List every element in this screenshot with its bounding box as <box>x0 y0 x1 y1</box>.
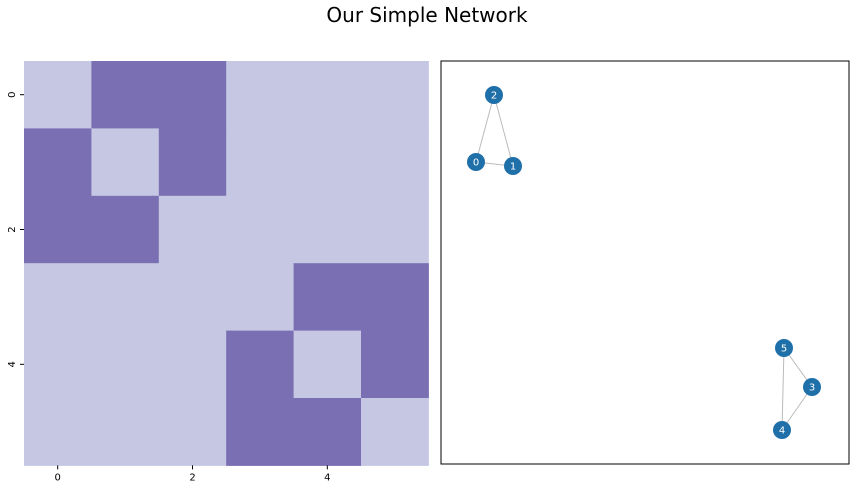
network-node-label-5: 5 <box>781 344 787 355</box>
heatmap-cell-3-4 <box>293 263 362 332</box>
heatmap-cell-4-4 <box>293 330 362 399</box>
heatmap-cell-2-1 <box>91 195 160 264</box>
heatmap-cell-3-2 <box>158 263 227 332</box>
heatmap-cell-2-5 <box>361 195 429 264</box>
heatmap-cell-0-2 <box>158 61 227 129</box>
heatmap-ytick-label-0: 0 <box>7 92 18 98</box>
heatmap-cell-5-2 <box>158 398 227 466</box>
heatmap-cell-3-0 <box>24 263 92 332</box>
heatmap-cell-1-5 <box>361 128 429 197</box>
heatmap-cell-4-5 <box>361 330 429 399</box>
network-node-label-0: 0 <box>473 158 479 169</box>
heatmap-cell-5-4 <box>293 398 362 466</box>
network-node-label-3: 3 <box>809 383 815 394</box>
heatmap-cell-4-3 <box>226 330 295 399</box>
network-frame <box>440 60 850 465</box>
heatmap-cell-2-0 <box>24 195 92 264</box>
adjacency-heatmap: 0 2 4 0 2 4 <box>7 61 429 483</box>
heatmap-cell-0-5 <box>361 61 429 129</box>
heatmap-cell-4-2 <box>158 330 227 399</box>
network-node-2 <box>485 86 503 104</box>
network-node-1 <box>504 157 522 175</box>
heatmap-cell-5-3 <box>226 398 295 466</box>
heatmap-cell-1-2 <box>158 128 227 197</box>
heatmap-cell-2-4 <box>293 195 362 264</box>
network-node-4 <box>773 421 791 439</box>
heatmap-ytick-label-4: 4 <box>7 361 18 367</box>
network-node-label-1: 1 <box>510 162 516 173</box>
heatmap-cell-1-4 <box>293 128 362 197</box>
heatmap-cell-1-0 <box>24 128 92 197</box>
heatmap-cell-3-3 <box>226 263 295 332</box>
figure-title: Our Simple Network <box>326 3 528 27</box>
network-edge-0-2 <box>475 94 495 163</box>
heatmap-cell-2-3 <box>226 195 295 264</box>
network-node-3 <box>803 378 821 396</box>
heatmap-cell-5-0 <box>24 398 92 466</box>
heatmap-cell-0-0 <box>24 61 92 129</box>
heatmap-cell-0-3 <box>226 61 295 129</box>
network-node-label-2: 2 <box>491 91 497 102</box>
network-graph: 0 1 2 3 4 5 <box>440 60 850 465</box>
heatmap-cell-0-1 <box>91 61 160 129</box>
heatmap-cell-5-1 <box>91 398 160 466</box>
heatmap-xtick-label-4: 4 <box>324 472 330 483</box>
heatmap-cell-0-4 <box>293 61 362 129</box>
heatmap-ytick-label-2: 2 <box>7 226 18 232</box>
heatmap-cell-1-3 <box>226 128 295 197</box>
heatmap-cell-2-2 <box>158 195 227 264</box>
network-edge-4-5 <box>781 347 785 431</box>
heatmap-cell-3-5 <box>361 263 429 332</box>
heatmap-cell-1-1 <box>91 128 160 197</box>
heatmap-cell-3-1 <box>91 263 160 332</box>
network-node-0 <box>467 153 485 171</box>
network-node-label-4: 4 <box>779 426 785 437</box>
heatmap-xtick-label-0: 0 <box>55 472 61 483</box>
network-node-5 <box>775 339 793 357</box>
heatmap-xtick-label-2: 2 <box>189 472 195 483</box>
heatmap-cell-4-1 <box>91 330 160 399</box>
network-edge-1-2 <box>493 94 514 167</box>
heatmap-cell-4-0 <box>24 330 92 399</box>
heatmap-cell-5-5 <box>361 398 429 466</box>
